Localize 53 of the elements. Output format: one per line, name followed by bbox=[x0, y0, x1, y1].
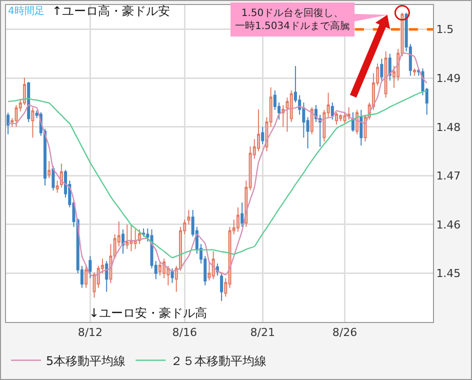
line-series bbox=[7, 52, 428, 277]
candlestick bbox=[339, 114, 342, 122]
y-tick-label: 1.49 bbox=[436, 72, 461, 85]
candlestick bbox=[335, 112, 338, 125]
candlestick bbox=[318, 114, 322, 148]
candlestick bbox=[310, 106, 314, 135]
candlestick bbox=[240, 202, 244, 228]
y-tick-label: 1.45 bbox=[436, 267, 461, 280]
candlestick bbox=[56, 180, 59, 194]
candlestick bbox=[14, 104, 18, 128]
candlestick bbox=[48, 160, 51, 179]
candlestick bbox=[187, 209, 190, 225]
candlestick bbox=[31, 106, 34, 138]
annotation: 4時間足 bbox=[8, 5, 44, 17]
candlestick bbox=[388, 53, 392, 82]
candlestick bbox=[380, 58, 384, 82]
candlestick bbox=[84, 265, 88, 288]
y-tick-label: 1.47 bbox=[436, 170, 461, 183]
y-tick-label: 1.48 bbox=[436, 120, 461, 134]
candlestick bbox=[158, 260, 162, 276]
candlestick bbox=[142, 228, 146, 238]
line-series bbox=[7, 90, 428, 258]
candlestick bbox=[170, 268, 174, 284]
candlestick bbox=[126, 224, 129, 250]
y-tick-label: 1.46 bbox=[436, 218, 461, 232]
legend-label: ２５本移動平均線 bbox=[170, 354, 267, 368]
x-tick-label: 8/21 bbox=[250, 326, 275, 340]
candlestick bbox=[384, 50, 388, 98]
candlestick bbox=[27, 82, 30, 123]
candlestick bbox=[220, 272, 224, 302]
y-tick-label: 1.5 bbox=[436, 23, 454, 36]
candlestick bbox=[60, 163, 63, 188]
candlestick bbox=[105, 260, 108, 292]
candlestick bbox=[347, 106, 350, 120]
x-tick-label: 8/16 bbox=[172, 326, 197, 340]
annotation: ↓ユーロ安・豪ドル高 bbox=[89, 306, 208, 320]
candlestick bbox=[343, 112, 346, 124]
candlestick bbox=[130, 224, 133, 252]
legend-label: 5本移動平均線 bbox=[46, 354, 126, 368]
candlestick bbox=[88, 256, 92, 279]
candlestick bbox=[122, 228, 125, 254]
x-tick-label: 8/26 bbox=[332, 326, 358, 340]
candlestick bbox=[360, 109, 363, 146]
candlestick bbox=[413, 68, 416, 76]
annotation: ↑ユーロ高・豪ドル安 bbox=[52, 4, 170, 18]
candlestick bbox=[212, 250, 215, 280]
candlestick bbox=[6, 112, 10, 135]
x-tick-label: 8/12 bbox=[78, 326, 103, 340]
candlestick bbox=[236, 206, 240, 232]
candlestick bbox=[261, 126, 264, 144]
candlestick bbox=[330, 102, 334, 120]
candlestick bbox=[134, 228, 137, 250]
candlestick bbox=[138, 228, 141, 244]
